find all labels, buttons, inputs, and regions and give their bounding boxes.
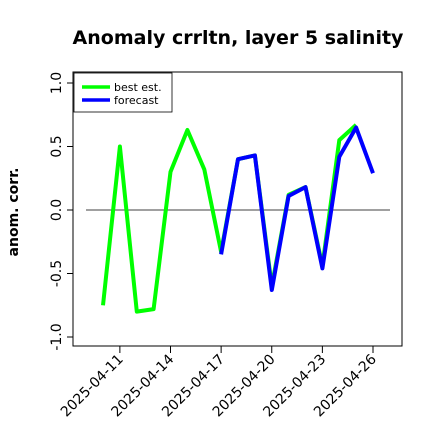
y-tick-label: 1.0: [49, 72, 65, 94]
plot-frame: [72, 71, 403, 347]
legend: best est. forecast: [73, 72, 173, 113]
y-tick-label: -0.5: [49, 260, 65, 287]
y-axis-label: anom. corr.: [6, 168, 22, 257]
series-layer: [101, 123, 375, 314]
series-line-best-est: [101, 123, 358, 314]
y-tick-label: 0.5: [49, 135, 65, 157]
legend-label-best-est: best est.: [114, 81, 162, 94]
y-tick-label: 0.0: [49, 199, 65, 221]
legend-box: [73, 72, 173, 113]
legend-label-forecast: forecast: [114, 94, 159, 107]
series-line-forecast: [219, 125, 375, 292]
y-tick-label: -1.0: [49, 323, 65, 350]
axis-layer: -1.0-0.50.00.51.02025-04-112025-04-14202…: [49, 72, 380, 421]
chart-title: Anomaly crrltn, layer 5 salinity: [73, 27, 404, 49]
